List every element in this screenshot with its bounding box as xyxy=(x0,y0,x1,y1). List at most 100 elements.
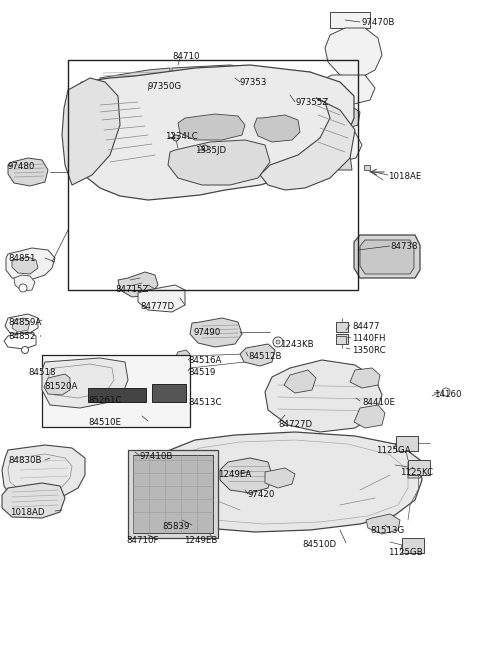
Circle shape xyxy=(442,388,450,396)
Polygon shape xyxy=(138,285,185,312)
Text: 1140FH: 1140FH xyxy=(352,334,385,343)
Polygon shape xyxy=(248,68,322,95)
Polygon shape xyxy=(320,75,375,105)
Polygon shape xyxy=(100,68,170,92)
Polygon shape xyxy=(62,78,120,185)
Polygon shape xyxy=(8,158,48,186)
Circle shape xyxy=(22,346,28,354)
Text: 1249EB: 1249EB xyxy=(184,536,217,545)
Text: 97490: 97490 xyxy=(194,328,221,337)
Polygon shape xyxy=(148,468,172,486)
Polygon shape xyxy=(350,368,380,388)
Text: 84519: 84519 xyxy=(188,368,216,377)
Polygon shape xyxy=(12,318,30,332)
Text: 84516A: 84516A xyxy=(188,356,221,365)
Polygon shape xyxy=(408,460,425,478)
Polygon shape xyxy=(354,405,385,428)
Text: 84727D: 84727D xyxy=(278,420,312,429)
Bar xyxy=(128,450,218,538)
Text: 97355Z: 97355Z xyxy=(295,98,328,107)
Polygon shape xyxy=(14,275,35,291)
Polygon shape xyxy=(68,65,354,200)
Text: 1243KB: 1243KB xyxy=(280,340,313,349)
Text: 84518: 84518 xyxy=(28,368,56,377)
Bar xyxy=(396,436,418,451)
Bar xyxy=(402,538,424,553)
Text: 1018AD: 1018AD xyxy=(10,508,45,517)
Text: 97410B: 97410B xyxy=(140,452,173,461)
Polygon shape xyxy=(190,318,242,347)
Polygon shape xyxy=(325,28,382,78)
Text: 97420: 97420 xyxy=(248,490,276,499)
Bar xyxy=(336,336,346,344)
Polygon shape xyxy=(178,114,245,140)
Text: 1249EA: 1249EA xyxy=(218,470,251,479)
Polygon shape xyxy=(2,483,65,518)
Polygon shape xyxy=(175,362,190,374)
Circle shape xyxy=(202,145,208,151)
Bar xyxy=(364,165,370,170)
Text: 84859A: 84859A xyxy=(8,318,41,327)
Bar xyxy=(68,60,358,290)
Polygon shape xyxy=(148,432,422,532)
Polygon shape xyxy=(2,445,85,502)
Text: 84852: 84852 xyxy=(8,332,36,341)
Bar xyxy=(42,355,190,427)
Text: 97353: 97353 xyxy=(240,78,267,87)
Polygon shape xyxy=(6,248,55,280)
Text: 81513G: 81513G xyxy=(370,526,404,535)
Polygon shape xyxy=(318,128,362,162)
Polygon shape xyxy=(265,360,382,432)
Text: 84777D: 84777D xyxy=(140,302,174,311)
Bar xyxy=(152,384,186,402)
Bar xyxy=(336,334,348,344)
Circle shape xyxy=(276,340,280,344)
Polygon shape xyxy=(260,98,355,190)
Circle shape xyxy=(273,337,283,347)
Text: 84510E: 84510E xyxy=(88,418,121,427)
Polygon shape xyxy=(168,140,270,185)
Text: 97350G: 97350G xyxy=(148,82,182,91)
Text: 84510D: 84510D xyxy=(302,540,336,549)
Text: 1234LC: 1234LC xyxy=(165,132,198,141)
Text: 81520A: 81520A xyxy=(44,382,77,391)
Text: 84477: 84477 xyxy=(352,322,380,331)
Text: 84410E: 84410E xyxy=(362,398,395,407)
Text: 1350RC: 1350RC xyxy=(352,346,385,355)
Bar xyxy=(88,388,146,402)
Polygon shape xyxy=(360,240,414,274)
Polygon shape xyxy=(240,344,275,366)
Text: 1018AE: 1018AE xyxy=(388,172,421,181)
Polygon shape xyxy=(335,155,352,170)
Polygon shape xyxy=(12,257,38,274)
Text: 1125GB: 1125GB xyxy=(388,548,423,557)
Text: 97470B: 97470B xyxy=(362,18,396,27)
Circle shape xyxy=(173,135,179,141)
Text: 85839: 85839 xyxy=(162,522,190,531)
Text: 1125GA: 1125GA xyxy=(376,446,410,455)
Bar xyxy=(408,460,430,475)
Polygon shape xyxy=(118,272,158,297)
Polygon shape xyxy=(175,350,190,362)
Text: 1335JD: 1335JD xyxy=(195,146,226,155)
Text: 97480: 97480 xyxy=(8,162,36,171)
Polygon shape xyxy=(315,100,360,130)
Text: 84715Z: 84715Z xyxy=(115,285,148,294)
Polygon shape xyxy=(42,358,128,408)
Text: 84830B: 84830B xyxy=(8,456,41,465)
Polygon shape xyxy=(330,12,370,28)
Text: 84851: 84851 xyxy=(8,254,36,263)
Polygon shape xyxy=(354,235,420,278)
Polygon shape xyxy=(366,514,400,534)
Text: 1125KC: 1125KC xyxy=(400,468,433,477)
Text: 84512B: 84512B xyxy=(248,352,281,361)
Text: 84513C: 84513C xyxy=(188,398,221,407)
Polygon shape xyxy=(172,65,250,82)
Polygon shape xyxy=(254,115,300,142)
Text: 14160: 14160 xyxy=(434,390,461,399)
Polygon shape xyxy=(5,314,38,334)
Polygon shape xyxy=(220,458,272,493)
Text: 84710F: 84710F xyxy=(126,536,158,545)
Text: 84738: 84738 xyxy=(390,242,418,251)
Text: 85261C: 85261C xyxy=(88,396,121,405)
